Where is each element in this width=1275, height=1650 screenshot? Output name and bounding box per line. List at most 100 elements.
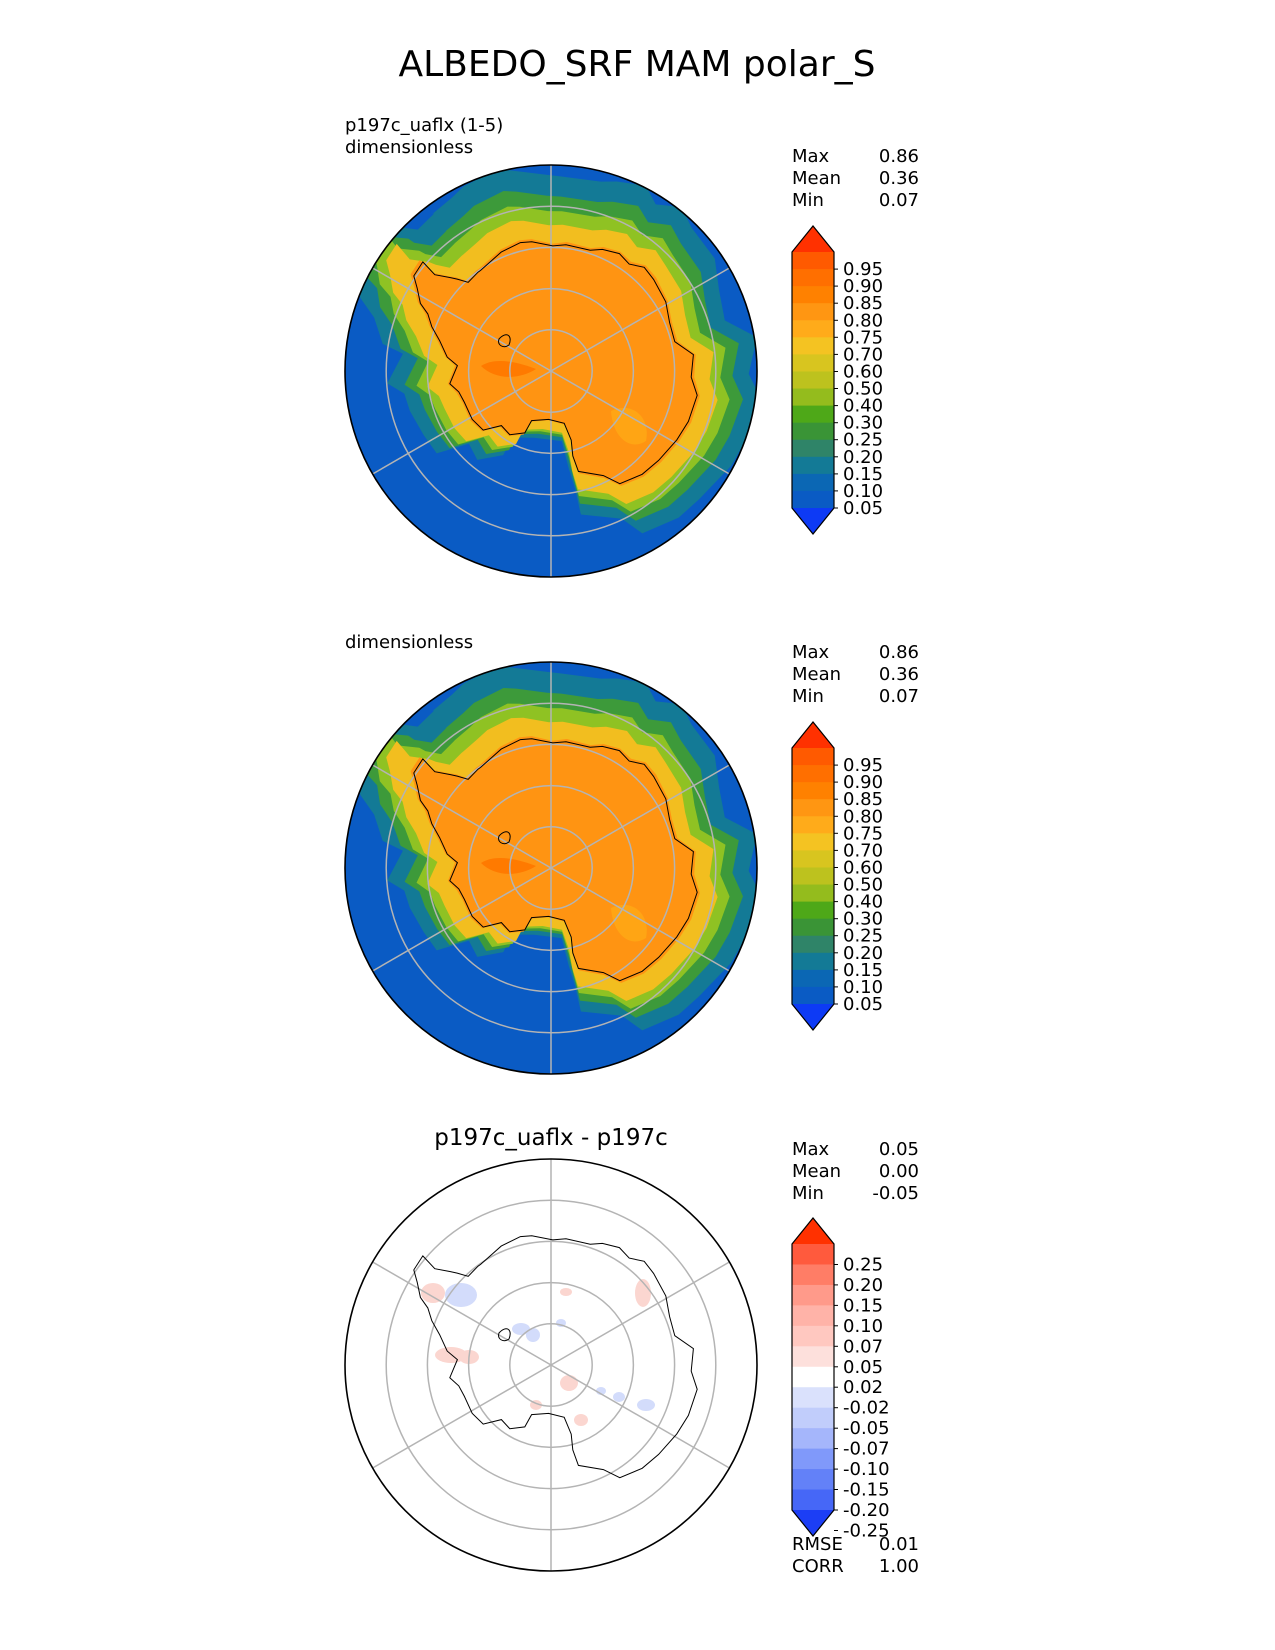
colorbar-segment: [792, 935, 834, 954]
colorbar-segment: [792, 388, 834, 407]
stat-label: Max: [792, 642, 830, 663]
colorbar-tick-label: 0.20: [843, 447, 883, 468]
positive-diff-patch: [574, 1414, 588, 1426]
meridian-line: [372, 1261, 552, 1366]
colorbar-segment: [792, 1448, 834, 1470]
colorbar-segment: [792, 1284, 834, 1306]
stat-value: 0.36: [879, 664, 919, 685]
colorbar-tick-label: 0.40: [843, 892, 883, 913]
panel-difference-metrics: RMSE 0.01 CORR 1.00: [792, 1534, 919, 1577]
high-albedo-patch: [481, 857, 536, 874]
colorbar-tick-label: 0.20: [843, 1275, 883, 1296]
colorbar-tick-label: 0.25: [843, 430, 883, 451]
colorbar-tick-label: 0.05: [843, 994, 883, 1015]
colorbar-segment: [792, 748, 834, 766]
colorbar-tick-label: -0.10: [843, 1459, 890, 1480]
meridian-line: [372, 370, 552, 475]
colorbar-tick-label: -0.02: [843, 1398, 890, 1419]
colorbar-segment: [792, 799, 834, 817]
colorbar-segment: [792, 456, 834, 475]
colorbar-extend-top: [792, 722, 834, 748]
colorbar-segment: [792, 884, 834, 903]
colorbar-tick-label: 0.85: [843, 293, 883, 314]
colorbar-tick-label: 0.05: [843, 498, 883, 519]
colorbar-tick-label: 0.90: [843, 276, 883, 297]
panel-difference-title: p197c_uaflx - p197c: [434, 1125, 667, 1151]
colorbar-extend-top: [792, 226, 834, 252]
colorbar-segment: [792, 354, 834, 373]
colorbar-tick-label: 0.75: [843, 823, 883, 844]
colorbar-segment: [792, 901, 834, 920]
meridian-line: [550, 764, 730, 869]
colorbar-tick-label: 0.90: [843, 772, 883, 793]
colorbar-tick-label: 0.15: [843, 1295, 883, 1316]
colorbar-tick-label: -0.05: [843, 1418, 890, 1439]
colorbar-tick-label: 0.15: [843, 464, 883, 485]
stat-label: Min: [792, 1183, 824, 1204]
stat-label: Mean: [792, 1161, 841, 1182]
colorbar-segment: [792, 850, 834, 869]
meridian-line: [550, 1261, 730, 1366]
stat-label: Max: [792, 1139, 830, 1160]
panel-difference: p197c_uaflx - p197c Max 0.05 Mean 0.00 Min -0…: [344, 1125, 919, 1577]
colorbar-segment: [792, 303, 834, 321]
colorbar-tick-label: 0.07: [843, 1336, 883, 1357]
colorbar-segment: [792, 969, 834, 988]
stat-value: 0.36: [879, 168, 919, 189]
coastline: [413, 241, 698, 485]
colorbar-segment: [792, 1305, 834, 1327]
colorbar-tick-label: 0.80: [843, 310, 883, 331]
positive-diff-patch: [560, 1375, 578, 1391]
colorbar-segment: [792, 439, 834, 458]
colorbar-tick-label: 0.25: [843, 1255, 883, 1276]
metric-label: CORR: [792, 1556, 844, 1577]
map-border: [344, 661, 758, 1075]
colorbar-segment: [792, 1387, 834, 1409]
colorbar-segment: [792, 1407, 834, 1429]
stat-value: -0.05: [872, 1183, 919, 1204]
meridian-line: [550, 370, 730, 475]
meridian-line: [372, 267, 552, 372]
meridian-line: [372, 1364, 552, 1469]
colorbar-tick-label: 0.50: [843, 379, 883, 400]
colorbar-tick-label: 0.75: [843, 327, 883, 348]
colorbar-segment: [792, 782, 834, 800]
panel-test-title-left: p197c_uaflx (1-5): [345, 115, 503, 136]
metric-value: 0.01: [879, 1534, 919, 1555]
colorbar-segment: [792, 320, 834, 338]
negative-diff-patch: [637, 1399, 655, 1411]
stat-value: 0.86: [879, 146, 919, 167]
stat-value: 0.07: [879, 686, 919, 707]
metric-value: 1.00: [879, 1556, 919, 1577]
positive-diff-patch: [560, 1288, 572, 1296]
colorbar-segment: [792, 833, 834, 851]
colorbar-tick-label: 0.50: [843, 875, 883, 896]
stat-label: Min: [792, 190, 824, 211]
map-border: [344, 1158, 758, 1572]
colorbar-segment: [792, 1325, 834, 1347]
colorbar-segment: [792, 371, 834, 390]
meridian-line: [550, 867, 730, 972]
map-border: [344, 164, 758, 578]
colorbar-segment: [792, 1489, 834, 1511]
colorbar-extend-bottom: [792, 1004, 834, 1030]
stat-label: Mean: [792, 168, 841, 189]
colorbar-segment: [792, 816, 834, 834]
colorbar-tick-label: 0.02: [843, 1377, 883, 1398]
colorbar-tick-label: 0.25: [843, 926, 883, 947]
colorbar-tick-label: -0.15: [843, 1480, 890, 1501]
stat-value: 0.86: [879, 642, 919, 663]
negative-diff-patch: [613, 1392, 625, 1402]
colorbar-tick-label: -0.25: [843, 1521, 890, 1542]
colorbar-segment: [792, 286, 834, 304]
colorbar-tick-label: 0.95: [843, 755, 883, 776]
colorbar-segment: [792, 1264, 834, 1286]
colorbar-tick-label: 0.10: [843, 1316, 883, 1337]
panel-reference: dimensionless Max 0.86 Mean 0.36 Min 0.07 0.9…: [344, 632, 919, 1075]
colorbar-tick-label: 0.70: [843, 344, 883, 365]
colorbar-tick-label: 0.70: [843, 840, 883, 861]
meridian-line: [372, 867, 552, 972]
coastline: [413, 1235, 698, 1479]
ice-shelf-outline: [498, 831, 511, 845]
